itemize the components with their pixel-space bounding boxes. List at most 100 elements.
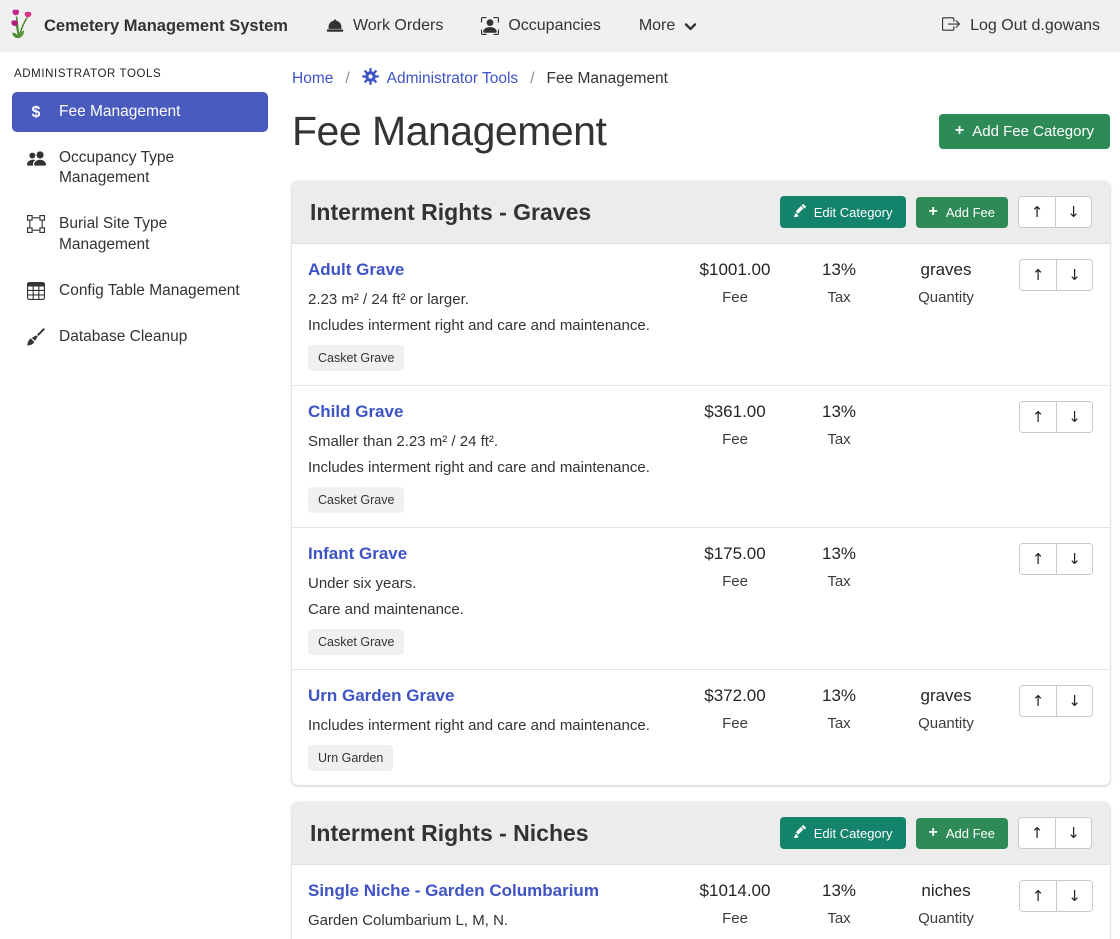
tax-label: Tax <box>791 573 887 590</box>
move-fee-up-button[interactable]: ↑ <box>1020 686 1056 716</box>
fee-desc-1: Under six years. <box>308 575 673 592</box>
breadcrumb-home-link[interactable]: Home <box>292 70 333 88</box>
gear-icon <box>362 68 379 90</box>
fee-badge: Casket Grave <box>308 487 404 513</box>
fee-name-link[interactable]: Adult Grave <box>308 260 404 280</box>
move-category-up-button[interactable]: ↑ <box>1019 818 1055 848</box>
sidebar-item-occupancy-type-management[interactable]: Occupancy Type Management <box>12 138 268 198</box>
sidebar-item-label: Fee Management <box>59 102 181 122</box>
fee-amount: $1014.00 <box>679 881 791 901</box>
move-fee-down-button[interactable]: ↓ <box>1056 260 1092 290</box>
fee-label: Fee <box>679 715 791 732</box>
fee-label: Fee <box>679 910 791 927</box>
nav-more[interactable]: More <box>639 17 697 35</box>
fee-info: Urn Garden Grave Includes interment righ… <box>308 685 679 771</box>
fee-name-link[interactable]: Urn Garden Grave <box>308 686 454 706</box>
card-body: Adult Grave 2.23 m² / 24 ft² or larger. … <box>292 244 1110 785</box>
add-fee-button[interactable]: + Add Fee <box>916 197 1009 228</box>
move-category-up-button[interactable]: ↑ <box>1019 197 1055 227</box>
tax-label: Tax <box>791 910 887 927</box>
brand[interactable]: Cemetery Management System <box>10 9 288 44</box>
quantity-label: Quantity <box>887 715 1005 732</box>
card-body: Single Niche - Garden Columbarium Garden… <box>292 865 1110 939</box>
plus-icon: + <box>929 205 938 219</box>
category-reorder-group: ↑ ↓ <box>1018 196 1092 228</box>
fee-reorder-group: ↑ ↓ <box>1019 401 1093 433</box>
fee-badge: Casket Grave <box>308 345 404 371</box>
fee-amount: $372.00 <box>679 686 791 706</box>
nav-occupancies[interactable]: Occupancies <box>481 17 601 35</box>
breadcrumb-separator: / <box>345 70 349 88</box>
fee-amount: $361.00 <box>679 402 791 422</box>
brand-title: Cemetery Management System <box>44 17 288 36</box>
move-fee-down-button[interactable]: ↓ <box>1056 402 1092 432</box>
quantity-column <box>887 401 1005 402</box>
pencil-icon <box>793 204 806 220</box>
broom-icon <box>26 328 46 346</box>
sidebar-item-fee-management[interactable]: $ Fee Management <box>12 92 268 132</box>
fee-name-link[interactable]: Child Grave <box>308 402 403 422</box>
category-title: Interment Rights - Graves <box>310 199 770 226</box>
fee-label: Fee <box>679 573 791 590</box>
sidebar-item-burial-site-type-management[interactable]: Burial Site Type Management <box>12 204 268 264</box>
fee-row: Infant Grave Under six years. Care and m… <box>292 527 1110 669</box>
breadcrumb-separator: / <box>530 70 534 88</box>
move-category-down-button[interactable]: ↓ <box>1055 818 1091 848</box>
box-arrow-right-icon <box>942 15 960 38</box>
category-header: Interment Rights - Niches Edit Category … <box>292 802 1110 865</box>
edit-category-button[interactable]: Edit Category <box>780 196 906 228</box>
fee-column: $361.00 Fee <box>679 401 791 448</box>
quantity-column <box>887 543 1005 544</box>
move-fee-down-button[interactable]: ↓ <box>1056 881 1092 911</box>
nav-work-orders[interactable]: Work Orders <box>326 17 443 35</box>
fee-row: Urn Garden Grave Includes interment righ… <box>292 669 1110 785</box>
fee-desc-1: Smaller than 2.23 m² / 24 ft². <box>308 433 673 450</box>
pencil-icon <box>793 825 806 841</box>
fee-info: Single Niche - Garden Columbarium Garden… <box>308 880 679 939</box>
sidebar-item-label: Config Table Management <box>59 281 240 301</box>
fee-name-link[interactable]: Infant Grave <box>308 544 407 564</box>
add-fee-button[interactable]: + Add Fee <box>916 818 1009 849</box>
quantity-value: niches <box>887 881 1005 901</box>
move-fee-up-button[interactable]: ↑ <box>1020 402 1056 432</box>
breadcrumb-admin-tools-link[interactable]: Administrator Tools <box>362 68 519 90</box>
sidebar-item-config-table-management[interactable]: Config Table Management <box>12 271 268 311</box>
tax-column: 13% Tax <box>791 543 887 590</box>
fee-badge: Urn Garden <box>308 745 393 771</box>
move-fee-up-button[interactable]: ↑ <box>1020 544 1056 574</box>
fee-info: Adult Grave 2.23 m² / 24 ft² or larger. … <box>308 259 679 371</box>
logout-label: Log Out d.gowans <box>970 17 1100 35</box>
tax-column: 13% Tax <box>791 685 887 732</box>
hard-hat-icon <box>326 17 344 35</box>
move-fee-up-button[interactable]: ↑ <box>1020 881 1056 911</box>
fee-label: Fee <box>679 289 791 306</box>
fee-desc-1: Garden Columbarium L, M, N. <box>308 912 673 929</box>
move-fee-down-button[interactable]: ↓ <box>1056 686 1092 716</box>
fee-desc-2: Includes interment right and care and ma… <box>308 459 673 476</box>
logout-button[interactable]: Log Out d.gowans <box>942 15 1100 38</box>
move-category-down-button[interactable]: ↓ <box>1055 197 1091 227</box>
edit-category-button[interactable]: Edit Category <box>780 817 906 849</box>
page-title: Fee Management <box>292 108 606 155</box>
fee-reorder-group: ↑ ↓ <box>1019 880 1093 912</box>
tax-label: Tax <box>791 715 887 732</box>
fee-column: $1001.00 Fee <box>679 259 791 306</box>
fee-column: $175.00 Fee <box>679 543 791 590</box>
fee-reorder-group: ↑ ↓ <box>1019 685 1093 717</box>
fee-row: Child Grave Smaller than 2.23 m² / 24 ft… <box>292 385 1110 527</box>
sidebar-item-database-cleanup[interactable]: Database Cleanup <box>12 317 268 357</box>
plus-icon: + <box>929 826 938 840</box>
bounding-box-icon <box>26 215 46 233</box>
add-fee-category-button[interactable]: + Add Fee Category <box>939 114 1110 149</box>
people-icon <box>26 149 46 168</box>
quantity-label: Quantity <box>887 289 1005 306</box>
breadcrumb: Home / <box>292 68 1110 90</box>
fee-reorder-group: ↑ ↓ <box>1019 259 1093 291</box>
fee-desc-2: Care and maintenance. <box>308 601 673 618</box>
fee-name-link[interactable]: Single Niche - Garden Columbarium <box>308 881 599 901</box>
quantity-value: graves <box>887 260 1005 280</box>
category-title: Interment Rights - Niches <box>310 820 770 847</box>
move-fee-up-button[interactable]: ↑ <box>1020 260 1056 290</box>
move-fee-down-button[interactable]: ↓ <box>1056 544 1092 574</box>
fee-row: Adult Grave 2.23 m² / 24 ft² or larger. … <box>292 244 1110 385</box>
